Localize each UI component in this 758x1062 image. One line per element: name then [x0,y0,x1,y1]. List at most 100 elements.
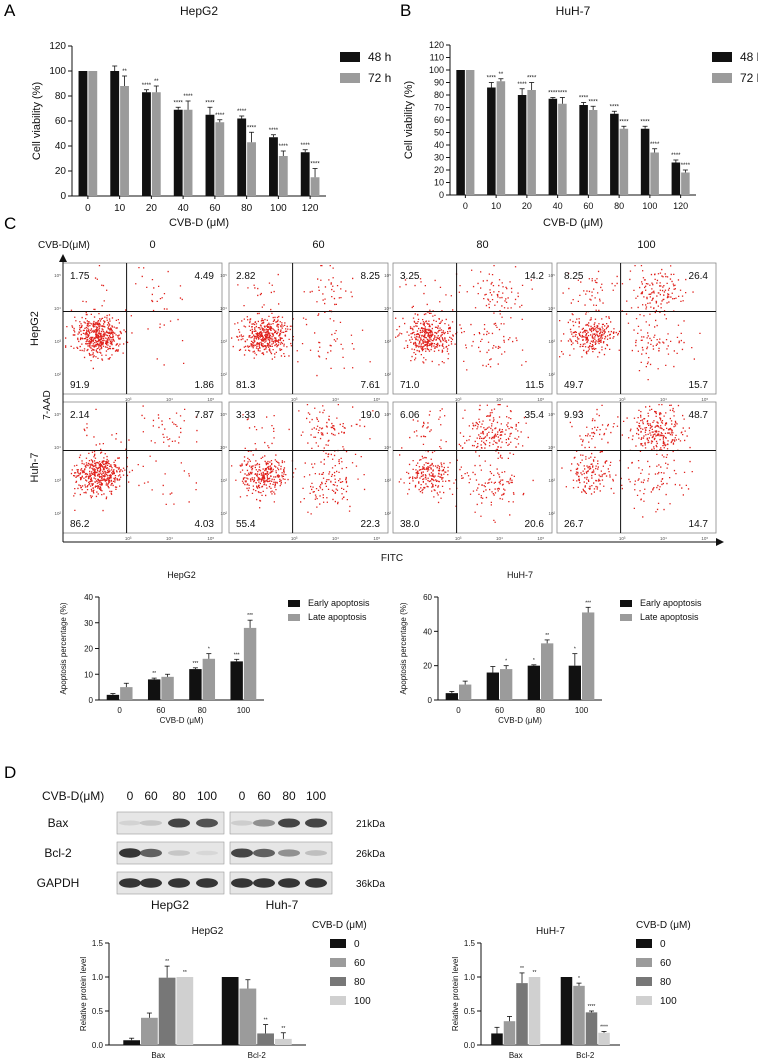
wb-lane-label: 100 [197,789,217,803]
huh7_viability-y-tick-label: 80 [434,90,444,100]
huh7_protein-bar-60 [503,1021,516,1045]
flow-x-tick-label: 10³ [619,536,626,541]
huh7_viability-sig-label: **** [579,96,589,102]
flow-dots [70,405,198,512]
flow-x-tick-label: 10⁵ [207,397,214,402]
hepg2_viability-bar-48-h [237,118,247,196]
flow-quadrant-ur: 48.7 [689,410,709,421]
wb-lane-label: 60 [257,789,271,803]
hepg2_apoptosis-bar-Late-apoptosis [120,687,133,700]
huh7_viability-bar-48-h [487,87,496,195]
hepg2_viability-x-tick-label: 100 [270,203,287,214]
flow-plot: 2.14 7.87 86.2 4.03 10³ 10⁴ 10⁵ 10⁵ 10⁴ 10³ 10² [54,401,223,541]
flow-quadrant-ll: 55.4 [236,519,256,530]
hepg2_protein-y-tick-label: 0.0 [92,1041,104,1050]
wb-band [119,878,141,888]
hepg2_viability-bar-72-h [215,122,225,196]
wb-band [119,820,141,826]
hepg2_viability-y-tick-label: 0 [60,191,66,202]
huh7_viability-bar-48-h [517,95,527,195]
flow-plot-frame [556,401,717,534]
wb-lane-label: 100 [306,789,326,803]
flow-x-tick-label: 10⁵ [373,536,380,541]
hepg2_protein-sig-label: ** [165,959,169,965]
huh7_apoptosis-legend-item: Early apoptosis [640,598,702,608]
huh7_apoptosis-y-tick-label: 40 [423,627,432,636]
hepg2_protein-bar-60 [141,1017,158,1045]
huh7_viability-bar-72-h [681,172,690,195]
hepg2_viability-y-tick-label: 80 [55,91,67,102]
huh7_apoptosis-bar-Early-apoptosis [445,693,458,700]
huh7_apoptosis-sig-label: ** [545,633,549,639]
flow-y-axis-arrow [59,254,67,262]
wb-band [231,878,253,888]
huh7_viability-sig-label: **** [527,76,537,82]
wb-band [278,818,300,828]
hepg2_apoptosis-legend-item: Late apoptosis [308,612,367,622]
hepg2_viability-bar-72-h [310,177,320,196]
hepg2_viability-sig-label: ** [122,69,127,75]
huh7_viability-bar-72-h [619,128,629,195]
huh7_apoptosis-legend-swatch [620,600,632,607]
flow-quadrant-ur: 14.2 [525,271,545,282]
huh7_apoptosis-y-label: Apoptosis percentage (%) [399,602,408,694]
hepg2_viability-bar-48-h [110,71,120,196]
hepg2_viability-sig-label: **** [279,144,289,150]
flow-y-tick-label: 10⁵ [548,412,555,417]
huh7_apoptosis-bar-Late-apoptosis [500,669,513,700]
flow-y-tick-label: 10³ [54,478,61,483]
huh7_viability-x-label: CVB-D (μM) [543,217,603,229]
flow-y-tick-label: 10³ [548,339,555,344]
flow-x-tick-label: 10³ [455,397,462,402]
flow-quadrant-ll: 71.0 [400,380,420,391]
huh7_apoptosis-bar-Late-apoptosis [459,684,472,700]
huh7_viability-bar-72-h [527,90,536,195]
huh7_viability-bar-72-h [588,110,598,195]
flow-y-tick-label: 10⁵ [220,273,227,278]
flow-dots [559,265,701,381]
huh7_apoptosis-y-tick-label: 0 [428,696,433,705]
flow-quadrant-lr: 15.7 [689,380,709,391]
wb-band [253,819,275,827]
flow-x-tick-label: 10⁴ [660,397,667,402]
hepg2_viability-bar-48-h [205,114,215,196]
flow-dots [398,404,534,523]
flow-concentration-label: 100 [637,239,655,251]
hepg2_viability-bar-72-h [247,142,256,196]
huh7_viability-bar-48-h [610,113,619,195]
flow-concentration-label: 0 [149,239,155,251]
huh7_viability-sig-label: **** [558,91,568,97]
hepg2_protein-x-tick-label: Bax [151,1051,165,1060]
panel-label-c: C [4,214,16,233]
huh7_viability-x-tick-label: 100 [642,201,657,211]
wb-band [119,848,141,858]
flow-y-tick-label: 10² [54,511,61,516]
flow-plot-frame [62,262,223,395]
flow-quadrant-ur: 26.4 [689,271,709,282]
flow-x-tick-label: 10⁵ [207,536,214,541]
hepg2_protein-legend-item: 0 [354,939,360,950]
hepg2_viability-y-label: Cell viability (%) [31,82,43,160]
wb-lane-label: 0 [127,789,134,803]
wb-band [196,878,218,888]
hepg2_apoptosis-bar-Late-apoptosis [202,658,216,700]
huh7_viability-x-tick-label: 0 [463,201,468,211]
flow-quadrant-lr: 7.61 [361,380,381,391]
huh7_viability-y-tick-label: 120 [429,40,444,50]
flow-quadrant-ul: 9.93 [564,410,584,421]
huh7_apoptosis-sig-label: * [574,647,576,653]
hepg2_protein-legend-swatch [330,977,346,986]
huh7_protein-legend-title: CVB-D (μM) [636,920,691,931]
flow-quadrant-ll: 91.9 [70,380,90,391]
huh7_apoptosis-sig-label: * [533,658,535,664]
huh7_protein-bar-100 [528,977,541,1045]
huh7_viability-x-tick-label: 80 [614,201,624,211]
flow-y-tick-label: 10⁴ [384,306,391,311]
huh7_viability-bar-48-h [579,105,588,195]
flow-quadrant-lr: 14.7 [689,519,709,530]
hepg2_apoptosis-sig-label: * [208,647,210,653]
flow-y-tick-label: 10⁴ [220,445,227,450]
huh7_apoptosis-x-tick-label: 60 [495,706,504,715]
flow-x-tick-label: 10⁴ [496,397,503,402]
flow-concentration-label: 60 [312,239,324,251]
